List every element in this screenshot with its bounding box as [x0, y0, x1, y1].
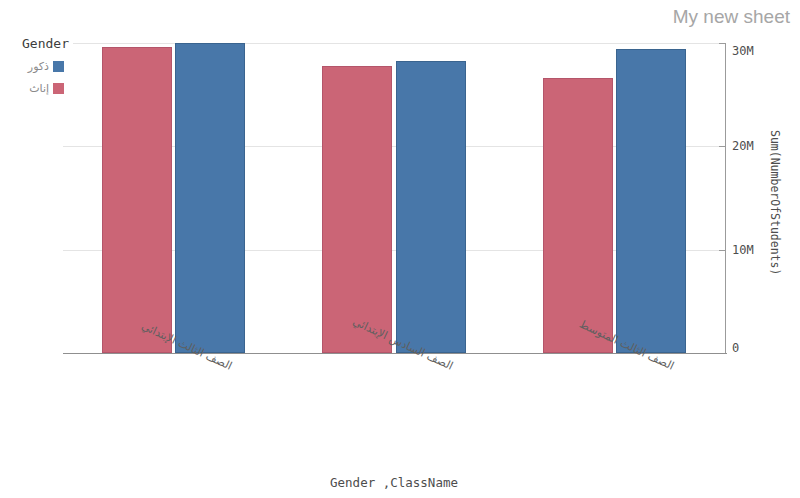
- y-tick-mark: [719, 250, 725, 251]
- y-tick-label: 0: [732, 341, 739, 355]
- legend-color-swatch: [53, 83, 64, 94]
- legend-title: Gender: [22, 36, 69, 51]
- bar-ذكور-2[interactable]: [616, 49, 686, 353]
- app-canvas: My new sheet 010M20M30M Sum(NumberOfStud…: [0, 0, 800, 498]
- legend-color-swatch: [53, 61, 64, 72]
- x-axis-title: Gender ,ClassName: [63, 475, 725, 490]
- legend-items: ذكور إناث: [16, 60, 69, 95]
- y-tick-mark: [719, 146, 725, 147]
- legend-item-label: إناث: [29, 82, 49, 95]
- y-tick-label: 30M: [732, 44, 754, 58]
- legend: Gender ذكور إناث: [16, 36, 73, 97]
- legend-item-1[interactable]: إناث: [20, 82, 64, 95]
- bar-chart-object: 010M20M30M Sum(NumberOfStudents) الصف ال…: [0, 0, 800, 498]
- y-tick-label: 20M: [732, 139, 754, 153]
- legend-item-0[interactable]: ذكور: [20, 60, 64, 73]
- y-tick-mark: [719, 43, 725, 44]
- bar-ذكور-1[interactable]: [396, 61, 466, 353]
- legend-item-label: ذكور: [28, 60, 49, 73]
- y-tick-label: 10M: [732, 243, 754, 257]
- gridline-30M: [63, 43, 725, 44]
- y-axis-line: [725, 43, 726, 353]
- y-axis-title: Sum(NumberOfStudents): [768, 105, 782, 301]
- bar-ذكور-0[interactable]: [175, 43, 245, 353]
